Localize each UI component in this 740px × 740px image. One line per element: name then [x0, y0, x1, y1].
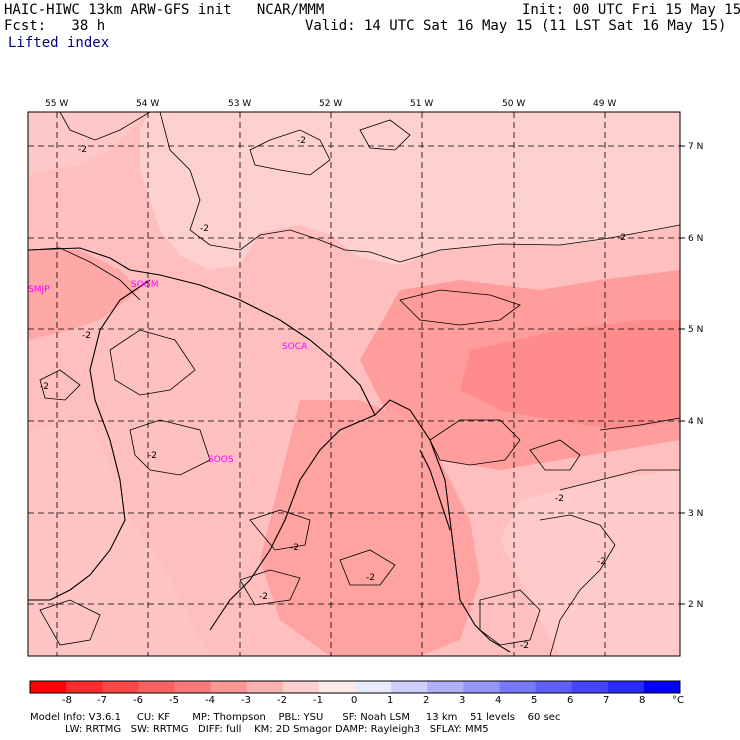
contour-label: -2 [617, 233, 626, 243]
contour-label: -2 [200, 224, 209, 234]
borders [27, 247, 511, 653]
lon-label-52w: 52 W [319, 99, 342, 109]
colorbar-swatch [463, 681, 500, 693]
init-time: Init: 00 UTC Fri 15 May 15 [522, 2, 740, 18]
colorbar-label: -6 [133, 695, 143, 706]
colorbar-label: -8 [62, 695, 72, 706]
light-zone-interior [95, 310, 260, 500]
contour-label: -2 [366, 573, 375, 583]
colorbar-swatch [643, 681, 681, 693]
colorbar-swatch [571, 681, 609, 693]
colorbar-swatch [138, 681, 175, 693]
lat-label-6n: 6 N [688, 234, 703, 244]
contour-label: -2 [78, 145, 87, 155]
contour-label: -2 [148, 451, 157, 461]
colorbar-swatch [102, 681, 139, 693]
lat-label-7n: 7 N [688, 142, 703, 152]
colorbar-swatch [174, 681, 212, 693]
colorbar-swatch [30, 681, 67, 693]
contour-label: -2 [290, 543, 299, 553]
valid-time: Valid: 14 UTC Sat 16 May 15 (11 LST Sat … [305, 18, 727, 34]
contour-label: -2 [40, 382, 49, 392]
colorbar-label: 3 [459, 695, 465, 706]
colorbar-label: 0 [351, 695, 357, 706]
map-panel: 55 W 54 W 53 W 52 W 51 W 50 W 49 W 7 N 6… [27, 99, 703, 657]
light-zone-northwest [28, 112, 150, 175]
contour-label: -2 [82, 331, 91, 341]
colorbar-swatch [391, 681, 428, 693]
colorbar-frame [29, 680, 681, 694]
map-frame [27, 111, 681, 657]
contour-label: -2 [259, 592, 268, 602]
light-zone-southwest [28, 420, 210, 656]
colorbar-label: -2 [277, 695, 287, 706]
model-title: HAIC-HIWC 13km ARW-GFS init NCAR/MMM [4, 2, 325, 18]
unstable-zone-coast [260, 400, 480, 656]
colorbar-label: -3 [241, 695, 251, 706]
station-smjp: SMJP [28, 285, 50, 295]
light-zone-north [140, 112, 680, 270]
colorbar-swatch [282, 681, 320, 693]
colorbar-swatch [210, 681, 248, 693]
border-oyapock [419, 449, 451, 531]
colorbar-unit: °C [672, 695, 684, 706]
field-name: Lifted index [8, 35, 110, 51]
lon-label-50w: 50 W [502, 99, 525, 109]
lon-label-54w: 54 W [136, 99, 159, 109]
colorbar-label: 5 [531, 695, 537, 706]
footer-line-1: Model Info: V3.6.1 CU: KF MP: Thompson P… [30, 712, 561, 723]
colorbar-label: 7 [603, 695, 609, 706]
light-zone-southeast [500, 470, 680, 656]
lat-label-5n: 5 N [688, 325, 703, 335]
colorbar-swatch [246, 681, 284, 693]
colorbar [29, 680, 681, 694]
colorbar-labels: -8 -7 -6 -5 -4 -3 -2 -1 0 1 2 3 4 5 6 7 … [62, 695, 684, 706]
unstable-zone-core [460, 320, 680, 430]
lon-label-51w: 51 W [410, 99, 433, 109]
colorbar-swatch [499, 681, 537, 693]
border-suriname-guyana [28, 279, 151, 601]
contour-label: -2 [520, 641, 529, 651]
lon-label-49w: 49 W [593, 99, 616, 109]
colorbar-label: 2 [423, 695, 429, 706]
ticks [680, 145, 685, 605]
colorbar-swatch [535, 681, 573, 693]
colorbar-label: -7 [97, 695, 107, 706]
colorbar-label: -1 [313, 695, 323, 706]
colorbar-swatch [607, 681, 645, 693]
border-frenchguiana-brazil [209, 414, 376, 631]
station-sogm: SOGM [131, 280, 159, 290]
contour-label: -2 [297, 136, 306, 146]
colorbar-swatch [66, 681, 103, 693]
footer-line-2: LW: RRTMG SW: RRTMG DIFF: full KM: 2D Sm… [30, 724, 489, 735]
lat-label-4n: 4 N [688, 417, 703, 427]
station-soos: SOOS [208, 455, 234, 465]
colorbar-swatch [427, 681, 464, 693]
colorbar-label: 1 [387, 695, 393, 706]
graticule [28, 112, 680, 656]
lat-label-2n: 2 N [688, 600, 703, 610]
contour-value-labels: -2 -2 -2 -2 -2 -2 -2 -2 -2 -2 -2 -2 -2 [40, 136, 626, 651]
colorbar-label: -5 [169, 695, 179, 706]
lon-label-55w: 55 W [45, 99, 68, 109]
coastline [27, 247, 511, 653]
colorbar-label: 4 [495, 695, 501, 706]
lat-label-3n: 3 N [688, 509, 703, 519]
colorbar-label: -4 [205, 695, 215, 706]
colorbar-label: 8 [639, 695, 645, 706]
station-soca: SOCA [282, 342, 308, 352]
colorbar-swatch [355, 681, 392, 693]
unstable-zone-west [28, 250, 140, 340]
contour-label: -2 [597, 557, 606, 567]
lon-label-53w: 53 W [228, 99, 251, 109]
colorbar-swatch [318, 681, 356, 693]
contour-label: -2 [555, 494, 564, 504]
colorbar-label: 6 [567, 695, 573, 706]
forecast-hour: Fcst: 38 h [4, 18, 106, 34]
